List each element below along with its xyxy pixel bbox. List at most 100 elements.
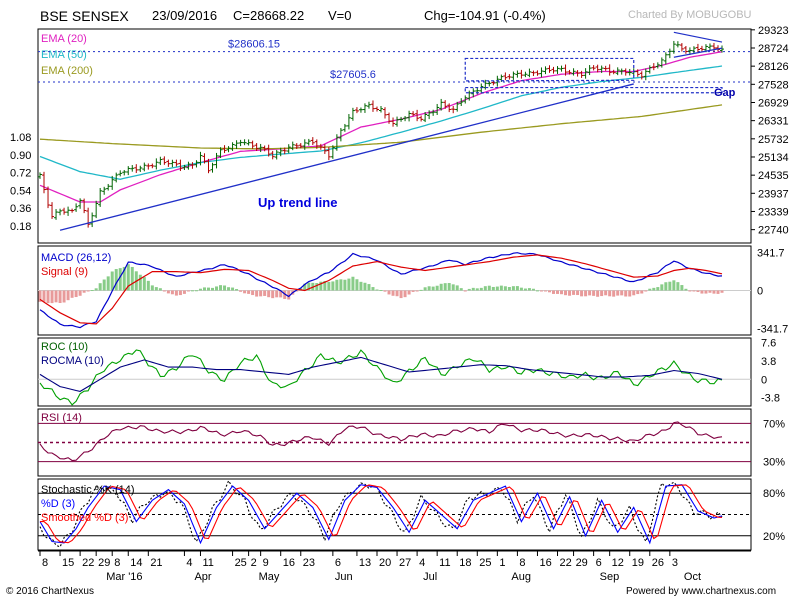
macd-histogram-bar <box>239 290 243 292</box>
price-tick-label: 29323 <box>758 25 789 37</box>
x-tick-label: 25 <box>479 557 491 569</box>
macd-histogram-bar <box>62 290 66 303</box>
macd-histogram-bar <box>235 289 239 291</box>
macd-histogram-bar <box>479 287 483 291</box>
macd-tick-label: -341.7 <box>757 324 788 336</box>
macd-histogram-bar <box>379 290 383 292</box>
x-tick-label: 2 <box>251 557 257 569</box>
price-bar <box>354 107 359 114</box>
x-tick-label: 3 <box>672 557 678 569</box>
macd-histogram-bar <box>102 279 106 291</box>
rsi-legend: RSI (14) <box>41 412 82 424</box>
macd-histogram-bar <box>339 279 343 291</box>
macd-histogram-bar <box>38 290 42 302</box>
price-bar <box>190 162 195 169</box>
macd-histogram-bar <box>363 282 367 291</box>
x-tick-label: 8 <box>519 557 525 569</box>
macd-histogram-bar <box>588 290 592 296</box>
macd-histogram-bar <box>58 290 62 304</box>
resistance-label: $27605.6 <box>330 69 376 81</box>
macd-histogram-bar <box>664 282 668 291</box>
x-tick-label: 13 <box>359 557 371 569</box>
macd-histogram-bar <box>576 290 580 296</box>
macd-histogram-bar <box>531 288 535 291</box>
stoch-tick-label: 80% <box>763 488 785 500</box>
macd-histogram-bar <box>463 290 467 292</box>
volume-scale-label: 1.08 <box>10 132 31 144</box>
price-bar <box>699 45 704 52</box>
price-tick-label: 23339 <box>758 206 789 218</box>
price-bar <box>675 41 680 48</box>
x-month-label: Aug <box>511 571 531 583</box>
panel-frame-roc <box>37 337 752 407</box>
macd-histogram-bar <box>287 290 291 300</box>
roc-tick-label: 0 <box>761 374 767 386</box>
macd-histogram-bar <box>118 268 122 291</box>
price-bar <box>186 161 191 170</box>
price-bar <box>310 137 315 146</box>
price-bar <box>455 101 460 112</box>
price-bar <box>138 165 143 172</box>
roc-tick-label: 3.8 <box>761 356 776 368</box>
macd-histogram-bar <box>648 288 652 291</box>
macd-histogram-bar <box>552 290 556 294</box>
macd-histogram-bar <box>331 281 335 291</box>
price-bar <box>379 106 383 113</box>
macd-histogram-bar <box>495 286 499 291</box>
price-bar <box>358 107 363 113</box>
price-bar <box>174 159 179 167</box>
macd-histogram-bar <box>596 290 600 297</box>
price-bar <box>142 162 147 172</box>
price-bar <box>531 70 536 77</box>
price-tick-label: 25732 <box>758 134 789 146</box>
price-bar <box>214 152 219 169</box>
macd-histogram-bar <box>54 290 58 303</box>
price-bar <box>134 164 139 174</box>
macd-histogram-bar <box>255 290 259 297</box>
price-bar <box>314 139 319 149</box>
price-bar <box>54 209 59 220</box>
price-bar <box>122 169 127 176</box>
macd-histogram-bar <box>640 290 644 294</box>
price-bar <box>527 68 532 78</box>
price-bar <box>571 68 576 76</box>
stoch-smoothed-legend: Smoothed %D (3) <box>41 512 128 524</box>
macd-histogram-bar <box>106 276 110 291</box>
price-bar <box>543 66 548 75</box>
macd-histogram-bar <box>668 281 672 291</box>
macd-histogram-bar <box>166 290 170 294</box>
x-tick-label: 20 <box>379 557 391 569</box>
price-bar <box>563 64 568 76</box>
macd-histogram-bar <box>190 290 194 292</box>
price-bar <box>302 139 307 150</box>
date-label: 23/09/2016 <box>152 8 218 23</box>
macd-histogram-bar <box>427 286 431 291</box>
macd-histogram-bar <box>688 290 692 292</box>
ema-legend-entry: EMA (200) <box>41 65 93 77</box>
macd-histogram-bar <box>78 290 82 296</box>
up-trend-label: Up trend line <box>258 195 337 210</box>
price-tick-label: 26331 <box>758 116 789 128</box>
price-bar <box>507 74 512 80</box>
price-bar <box>503 72 508 81</box>
price-bar <box>82 198 87 214</box>
macd-histogram-bar <box>592 290 596 296</box>
change-label: Chg=-104.91 (-0.4%) <box>424 8 546 23</box>
price-bar <box>635 69 640 77</box>
price-bar <box>603 65 608 71</box>
price-tick-label: 27528 <box>758 79 789 91</box>
roc-tick-label: -3.8 <box>761 393 780 405</box>
price-bar <box>671 40 676 54</box>
macd-histogram-bar <box>539 290 543 292</box>
price-bar <box>443 100 448 109</box>
price-bar <box>298 143 303 149</box>
x-tick-label: 1 <box>499 557 505 569</box>
rsi-tick-label: 70% <box>763 418 785 430</box>
stoch-d-legend: %D (3) <box>41 498 75 510</box>
macd-histogram-bar <box>616 290 620 296</box>
price-bar <box>575 70 580 77</box>
price-tick-label: 28724 <box>758 43 789 55</box>
macd-histogram-bar <box>315 283 319 291</box>
macd-histogram-bar <box>467 288 471 291</box>
macd-histogram-bar <box>74 290 78 298</box>
